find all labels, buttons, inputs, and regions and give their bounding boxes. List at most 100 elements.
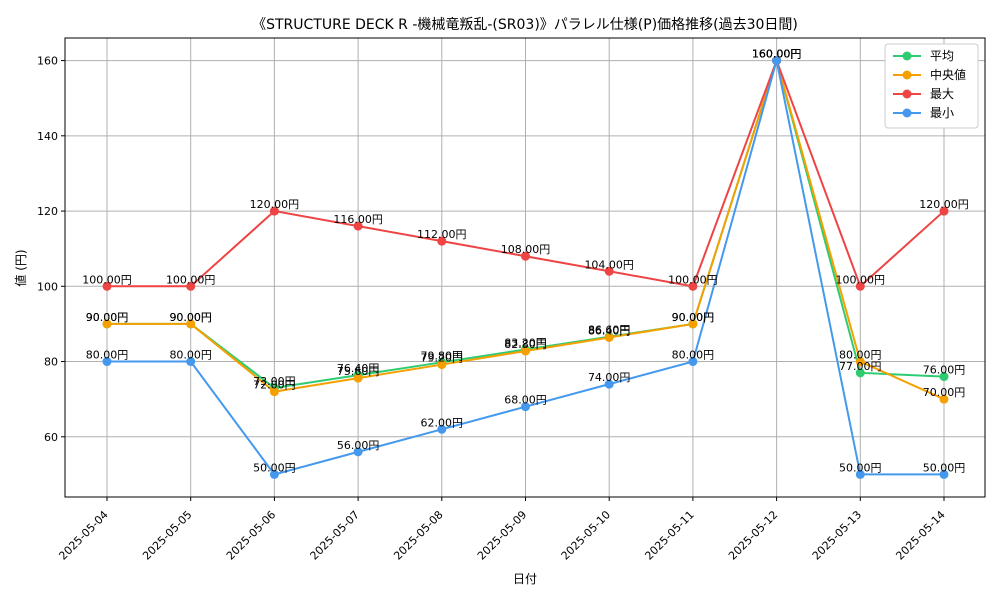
data-point	[855, 368, 865, 378]
data-label: 50.00円	[839, 461, 882, 474]
data-label: 79.80円	[421, 349, 464, 362]
data-label: 86.40円	[588, 324, 631, 337]
y-tick-label: 120	[37, 205, 58, 218]
legend-marker	[902, 51, 912, 61]
data-label: 90.00円	[169, 311, 212, 324]
data-label: 70.00円	[923, 386, 966, 399]
data-label: 62.00円	[421, 416, 464, 429]
data-point	[939, 372, 949, 382]
legend-marker	[902, 108, 912, 118]
data-label: 76.00円	[923, 364, 966, 377]
x-tick-label: 2025-05-04	[56, 508, 110, 562]
x-tick-label: 2025-05-09	[475, 508, 529, 562]
data-label: 83.20円	[504, 337, 547, 350]
data-point	[939, 394, 949, 404]
data-label: 72.00円	[253, 379, 296, 392]
legend-marker	[902, 70, 912, 80]
data-point	[269, 469, 279, 479]
data-point	[688, 357, 698, 367]
data-label: 160.00円	[752, 48, 802, 61]
data-label: 90.00円	[672, 311, 715, 324]
data-label: 90.00円	[169, 311, 212, 324]
x-tick-label: 2025-05-05	[140, 508, 194, 562]
data-point	[437, 424, 447, 434]
data-point	[102, 319, 112, 329]
data-label: 100.00円	[668, 273, 718, 286]
data-point	[604, 332, 614, 342]
x-axis-label: 日付	[513, 572, 537, 586]
data-point	[939, 206, 949, 216]
data-point	[604, 379, 614, 389]
legend-label: 平均	[930, 49, 954, 63]
data-point	[102, 357, 112, 367]
data-point	[186, 281, 196, 291]
data-point	[269, 387, 279, 397]
data-label: 50.00円	[253, 461, 296, 474]
x-tick-label: 2025-05-14	[893, 508, 947, 562]
data-point	[855, 469, 865, 479]
legend-label: 最小	[930, 106, 954, 120]
data-point	[186, 319, 196, 329]
legend-label: 最大	[930, 87, 954, 101]
axes: 2025-05-04 2025-05-05 2025-05-06 2025-05-07…	[37, 55, 948, 563]
data-point	[855, 357, 865, 367]
data-label: 56.00円	[337, 439, 380, 452]
data-point	[521, 346, 530, 356]
data-point	[939, 469, 949, 479]
data-label: 104.00円	[584, 258, 634, 271]
y-tick-label: 160	[37, 55, 58, 68]
x-tick-label: 2025-05-12	[726, 508, 780, 562]
data-label: 80.00円	[672, 349, 715, 362]
x-tick-label: 2025-05-07	[308, 508, 362, 562]
data-point	[855, 281, 865, 291]
y-tick-label: 60	[44, 431, 58, 444]
data-label: 90.00円	[86, 311, 129, 324]
data-point	[353, 447, 363, 457]
data-label: 100.00円	[82, 273, 132, 286]
data-label: 76.40円	[337, 362, 380, 375]
data-label: 108.00円	[501, 243, 551, 256]
series-4	[102, 56, 949, 479]
data-point	[604, 266, 614, 276]
data-label: 73.00円	[253, 375, 296, 388]
data-point	[772, 56, 782, 66]
y-tick-label: 140	[37, 130, 58, 143]
data-labels: 90.00円 90.00円 73.00円 76.40円 79.80円 83.20円 86.6…	[82, 48, 969, 475]
legend-label: 中央値	[930, 67, 966, 82]
chart-title: 《STRUCTURE DECK R -機械竜叛乱-(SR03)》パラレル仕様(P…	[252, 16, 798, 33]
data-label: 77.00円	[839, 360, 882, 373]
data-point	[437, 236, 447, 246]
y-axis-label: 値 (円)	[13, 249, 28, 286]
data-label: 75.60円	[337, 365, 380, 378]
data-label: 90.00円	[672, 311, 715, 324]
data-label: 160.00円	[752, 48, 802, 61]
data-point	[353, 221, 363, 231]
data-label: 82.80円	[504, 338, 547, 351]
data-label: 79.20円	[421, 352, 464, 365]
data-label: 120.00円	[250, 198, 300, 211]
x-tick-label: 2025-05-06	[224, 508, 278, 562]
y-tick-label: 100	[37, 280, 58, 293]
data-label: 68.00円	[504, 394, 547, 407]
data-label: 120.00円	[919, 198, 969, 211]
data-point	[186, 357, 196, 367]
data-label: 74.00円	[588, 371, 631, 384]
data-point	[688, 319, 698, 329]
data-point	[521, 251, 530, 261]
x-tick-label: 2025-05-10	[559, 508, 613, 562]
data-point	[521, 402, 530, 412]
data-label: 50.00円	[923, 461, 966, 474]
data-point	[688, 281, 698, 291]
data-label: 160.00円	[752, 48, 802, 61]
series-group	[102, 56, 949, 479]
data-point	[269, 206, 279, 216]
x-tick-label: 2025-05-08	[391, 508, 445, 562]
data-label: 86.60円	[588, 324, 631, 337]
data-label: 80.00円	[169, 349, 212, 362]
y-tick-label: 80	[44, 356, 58, 369]
data-label: 80.00円	[839, 349, 882, 362]
data-label: 80.00円	[86, 349, 129, 362]
